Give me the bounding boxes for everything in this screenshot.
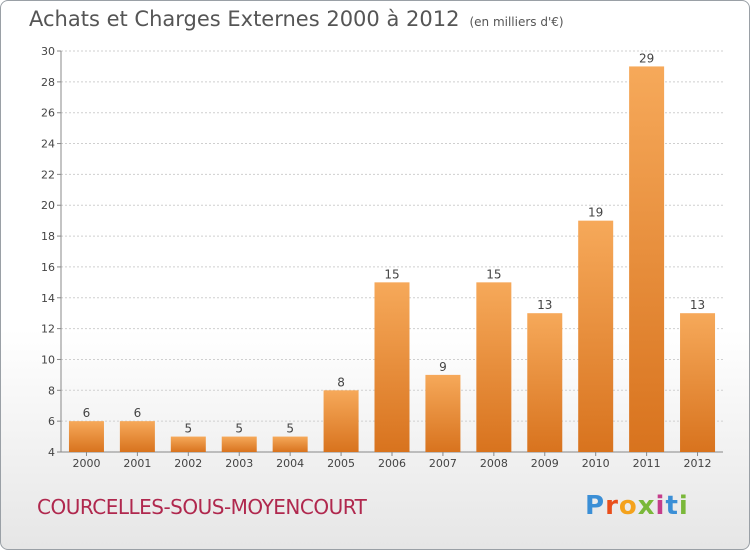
- chart-title: Achats et Charges Externes 2000 à 2012 (e…: [29, 7, 564, 31]
- data-label: 13: [690, 298, 705, 312]
- x-tick-label: 2005: [327, 457, 355, 470]
- proxiti-logo: Proxiti: [585, 491, 689, 521]
- x-tick-label: 2001: [123, 457, 151, 470]
- bar: [476, 282, 512, 452]
- logo-letter: i: [678, 491, 689, 521]
- data-label: 15: [486, 267, 501, 281]
- bar: [629, 66, 665, 452]
- data-label: 6: [83, 406, 91, 420]
- y-tick-label: 18: [41, 230, 55, 243]
- y-tick-label: 22: [41, 168, 55, 181]
- x-tick-label: 2008: [480, 457, 508, 470]
- x-tick-label: 2006: [378, 457, 406, 470]
- bar: [374, 282, 410, 452]
- y-tick-label: 6: [48, 415, 55, 428]
- x-tick-label: 2004: [276, 457, 304, 470]
- bar: [170, 436, 206, 452]
- logo-letter: P: [585, 491, 606, 521]
- data-label: 5: [286, 422, 294, 436]
- y-tick-label: 28: [41, 76, 55, 89]
- logo-letter: x: [637, 491, 656, 521]
- bar: [221, 436, 257, 452]
- data-label: 29: [639, 51, 654, 65]
- bar: [119, 421, 155, 452]
- y-tick-label: 12: [41, 323, 55, 336]
- y-tick-label: 14: [41, 292, 55, 305]
- logo-letter: o: [618, 491, 638, 521]
- data-label: 5: [184, 422, 192, 436]
- bar: [578, 220, 614, 452]
- logo-letter: r: [605, 491, 619, 521]
- commune-name: COURCELLES-SOUS-MOYENCOURT: [37, 495, 367, 519]
- bar: [272, 436, 308, 452]
- x-tick-label: 2002: [174, 457, 202, 470]
- y-tick-label: 16: [41, 261, 55, 274]
- data-label: 13: [537, 298, 552, 312]
- y-tick-label: 26: [41, 107, 55, 120]
- logo-letter: i: [655, 491, 666, 521]
- data-label: 9: [439, 360, 447, 374]
- x-tick-label: 2000: [72, 457, 100, 470]
- data-label: 5: [235, 422, 243, 436]
- x-tick-label: 2010: [582, 457, 610, 470]
- bar: [680, 313, 716, 452]
- data-label: 19: [588, 206, 603, 220]
- bar: [527, 313, 563, 452]
- bar: [323, 390, 359, 452]
- data-label: 6: [134, 406, 142, 420]
- y-tick-label: 4: [48, 446, 55, 459]
- bar: [425, 374, 461, 452]
- x-tick-label: 2012: [684, 457, 712, 470]
- chart-unit: (en milliers d'€): [469, 15, 564, 29]
- data-label: 15: [384, 267, 399, 281]
- bar: [68, 421, 104, 452]
- y-tick-label: 20: [41, 199, 55, 212]
- x-tick-label: 2003: [225, 457, 253, 470]
- x-tick-label: 2011: [633, 457, 661, 470]
- chart-title-text: Achats et Charges Externes 2000 à 2012: [29, 7, 460, 31]
- y-tick-label: 8: [48, 384, 55, 397]
- x-tick-label: 2007: [429, 457, 457, 470]
- y-tick-label: 10: [41, 353, 55, 366]
- y-tick-label: 30: [41, 45, 55, 58]
- x-tick-label: 2009: [531, 457, 559, 470]
- logo-letter: t: [665, 491, 679, 521]
- y-tick-label: 24: [41, 138, 55, 151]
- data-label: 8: [337, 375, 345, 389]
